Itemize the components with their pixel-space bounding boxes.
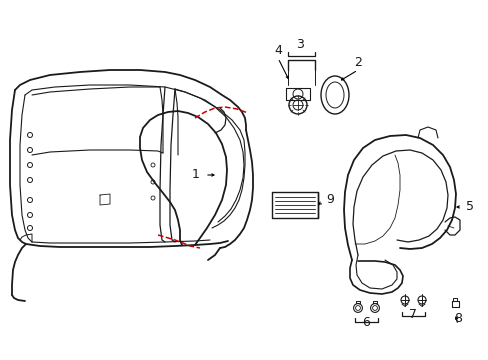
Text: 9: 9 bbox=[325, 193, 333, 207]
Text: 3: 3 bbox=[295, 39, 304, 51]
Text: 4: 4 bbox=[273, 44, 282, 57]
Text: 7: 7 bbox=[408, 309, 416, 321]
Text: 2: 2 bbox=[353, 55, 361, 68]
Text: 8: 8 bbox=[453, 311, 461, 324]
Text: 6: 6 bbox=[361, 316, 369, 329]
Text: 1: 1 bbox=[192, 168, 200, 181]
Text: 5: 5 bbox=[465, 201, 473, 213]
